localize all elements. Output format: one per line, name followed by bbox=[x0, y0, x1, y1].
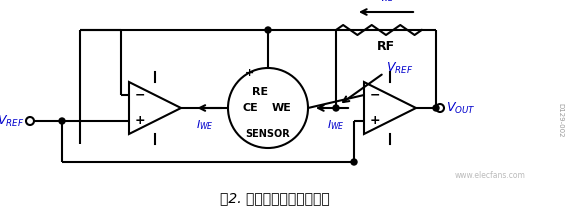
Text: $I_{WE}$: $I_{WE}$ bbox=[327, 118, 345, 132]
Text: $V_{REF}$: $V_{REF}$ bbox=[0, 113, 24, 129]
Text: −: − bbox=[135, 88, 145, 101]
Text: +: + bbox=[135, 114, 146, 127]
Circle shape bbox=[59, 118, 65, 124]
Text: D129-002: D129-002 bbox=[557, 103, 563, 137]
Text: −: − bbox=[370, 88, 380, 101]
Text: +: + bbox=[246, 68, 255, 78]
Text: SENSOR: SENSOR bbox=[246, 129, 291, 139]
Text: RF: RF bbox=[377, 40, 395, 53]
Text: CE: CE bbox=[242, 103, 258, 113]
Circle shape bbox=[265, 27, 271, 33]
Text: www.elecfans.com: www.elecfans.com bbox=[455, 171, 526, 180]
Circle shape bbox=[351, 159, 357, 165]
Text: $I_{WE}$: $I_{WE}$ bbox=[196, 118, 213, 132]
Text: $I_{WE}$: $I_{WE}$ bbox=[377, 0, 395, 4]
Circle shape bbox=[433, 105, 439, 111]
Text: RE: RE bbox=[252, 87, 268, 97]
Text: $V_{OUT}$: $V_{OUT}$ bbox=[446, 100, 476, 116]
Circle shape bbox=[333, 105, 339, 111]
Text: $V_{REF}$: $V_{REF}$ bbox=[386, 60, 413, 76]
Text: 图2. 简化电化学传感器电路: 图2. 简化电化学传感器电路 bbox=[220, 191, 330, 205]
Text: +: + bbox=[370, 114, 381, 127]
Text: WE: WE bbox=[272, 103, 292, 113]
